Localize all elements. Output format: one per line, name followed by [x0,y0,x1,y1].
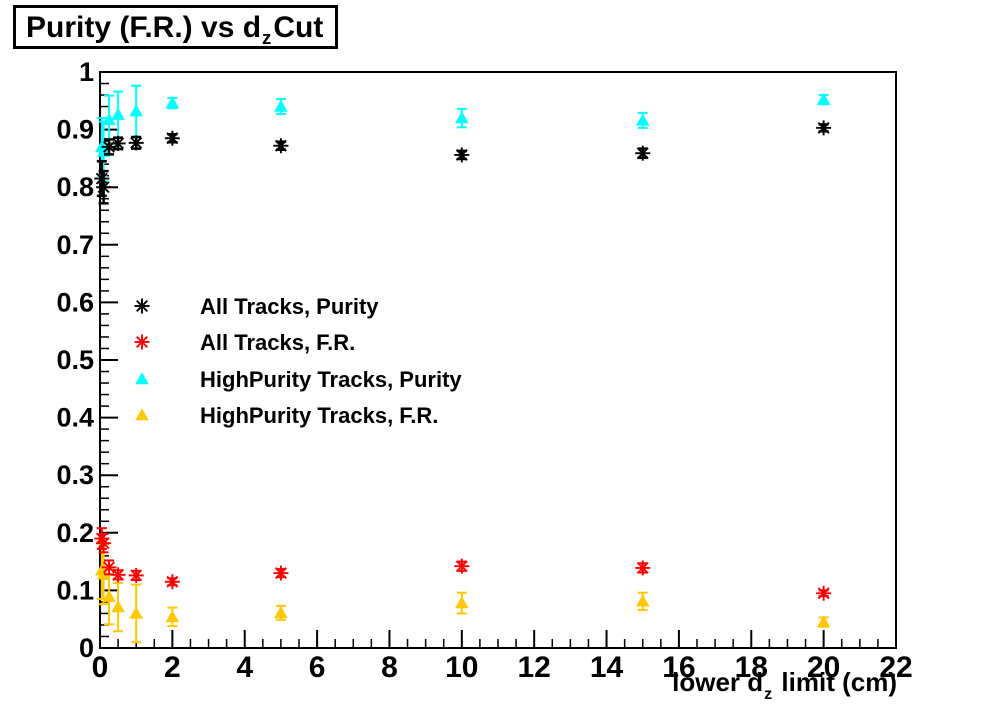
legend-label-highpurity-tracks-purity: HighPurity Tracks, Purity [200,367,462,392]
x-tick-label: 12 [517,651,550,684]
y-tick-label: 0.6 [56,287,94,317]
y-tick-label: 0.9 [56,115,94,145]
x-tick-label: 18 [735,651,768,684]
x-tick-label: 2 [164,651,181,684]
series-highpurity-tracks-purity [95,84,831,183]
plot-title-subscript: z [262,26,272,48]
y-tick-label: 0.4 [56,403,94,433]
x-tick-label: 6 [309,651,326,684]
plot-frame [99,71,897,649]
series-all-tracks-purity [94,120,832,205]
x-axis-tick-labels: 0 2 4 6 8 10 12 14 16 18 20 22 [92,651,913,684]
y-tick-label: 0.2 [56,518,94,548]
y-tick-label: 0.8 [56,172,94,202]
y-tick-label: 0.5 [56,345,94,375]
legend-label-highpurity-tracks-f-r: HighPurity Tracks, F.R. [200,403,438,428]
y-tick-label: 0.3 [56,460,94,490]
x-tick-label: 8 [381,651,398,684]
y-tick-label: 0 [79,633,94,663]
x-tick-label: 22 [879,651,912,684]
x-tick-label: 10 [445,651,478,684]
series-all-tracks-f-r [94,527,832,601]
y-axis-tick-labels: 0 0.1 0.2 0.3 0.4 0.5 0.6 0.7 0.8 0.9 1 [56,57,94,663]
legend-label-all-tracks-purity: All Tracks, Purity [200,294,379,319]
x-axis-title-suffix: limit (cm) [774,667,897,697]
x-tick-label: 4 [236,651,253,684]
series-highpurity-tracks-f-r [95,540,831,644]
x-tick-label: 20 [807,651,840,684]
x-axis-title: lower dz limit (cm) [672,667,897,702]
x-tick-label: 16 [662,651,695,684]
y-tick-label: 0.1 [56,575,94,605]
plot-title-prefix: Purity (F.R.) vs d [26,11,262,44]
y-tick-label: 1 [79,57,94,87]
x-tick-label: 0 [92,651,109,684]
y-tick-label: 0.7 [56,230,94,260]
plot-title-box: Purity (F.R.) vs d z Cut [13,5,339,49]
plot-title-suffix: Cut [273,11,324,44]
x-axis-title-prefix: lower d [672,667,764,697]
x-tick-label: 14 [590,651,624,684]
x-axis-title-subscript: z [764,685,773,703]
legend-label-all-tracks-f-r: All Tracks, F.R. [200,330,355,355]
legend: All Tracks, Purity All Tracks, F.R. HighPu… [134,294,462,428]
x-axis-ticks [99,630,897,648]
